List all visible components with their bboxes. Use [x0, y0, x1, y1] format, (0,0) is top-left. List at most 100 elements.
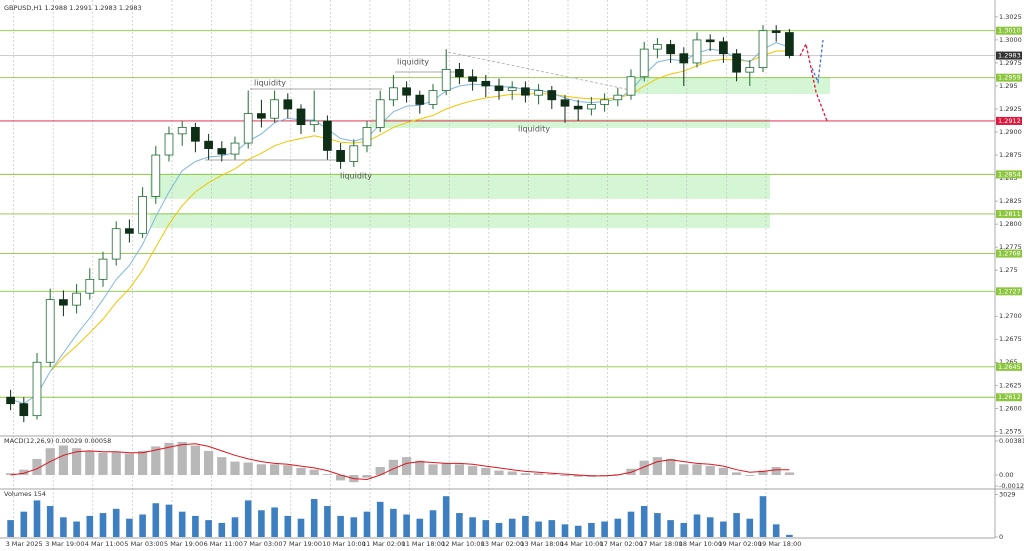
macd-bar	[217, 457, 227, 476]
candle-body	[283, 99, 293, 110]
volume-bar	[456, 513, 463, 537]
macd-bar	[190, 445, 201, 476]
macd-bar	[309, 469, 319, 476]
x-tick-label: 14 Mar 10:00	[560, 540, 603, 548]
zone	[370, 119, 770, 128]
volume-bar	[548, 520, 556, 537]
candle-body	[257, 113, 266, 119]
volume-bar	[403, 514, 410, 537]
candle-body	[719, 41, 728, 55]
volume-bar	[574, 525, 582, 537]
macd-bar	[388, 459, 399, 476]
x-tick-label: 19 Mar 18:00	[758, 540, 801, 548]
candle-body	[534, 90, 543, 96]
volume-bar	[205, 520, 212, 537]
candle-body	[125, 228, 134, 234]
drawings	[205, 39, 828, 161]
x-tick-label: 11 Mar 18:00	[402, 540, 445, 548]
candle-body	[402, 87, 411, 96]
level-label: 1.2811	[998, 210, 1021, 218]
plot	[5, 25, 795, 537]
candle-body	[362, 127, 372, 147]
y-tick-label: 1.3000	[999, 36, 1022, 44]
candle-body	[613, 94, 623, 101]
volume-bar	[192, 515, 199, 537]
macd-bar	[5, 473, 16, 476]
macd-bar	[335, 475, 346, 481]
x-tick-label: 4 Mar 11:00	[85, 540, 124, 548]
volume-bar	[390, 508, 397, 537]
volume-bar	[416, 518, 424, 537]
volume-bar	[73, 521, 80, 537]
volume-bar	[244, 500, 252, 537]
candle-body	[692, 39, 702, 64]
x-tick-label: 13 Mar 18:00	[520, 540, 563, 548]
candle-body	[111, 228, 121, 260]
volume-bar	[495, 522, 503, 537]
macd-bar	[639, 460, 649, 476]
y-tick-label: 1.2775	[999, 243, 1022, 251]
candle-body	[177, 127, 187, 135]
volume-bar	[99, 513, 107, 537]
x-tick-label: 19 Mar 02:00	[718, 540, 761, 548]
candle-body	[389, 87, 398, 101]
candle-body	[758, 30, 768, 68]
volume-bar	[20, 511, 28, 537]
macd-bar	[19, 469, 29, 476]
y-tick-label: 1.2800	[999, 220, 1022, 228]
volume-bar	[588, 522, 595, 537]
macd-bar	[230, 461, 240, 476]
x-tick-label: 17 Mar 18:00	[639, 540, 682, 548]
volume-bar	[112, 508, 120, 537]
macd-bar	[85, 450, 95, 476]
volume-bar	[614, 518, 622, 537]
y-tick-label: 1.2900	[999, 128, 1022, 136]
level-label: 1.2645	[998, 363, 1021, 371]
macd-bar	[322, 474, 333, 476]
volume-bar	[746, 518, 754, 537]
candle-body	[428, 90, 438, 105]
chart-title: GBPUSD,H1 1.2988 1.2991 1.2983 1.2983	[4, 4, 142, 12]
y-tick-label: 1.2575	[999, 427, 1022, 435]
candle-body	[507, 87, 517, 91]
level-label-box	[996, 287, 1022, 296]
level-label: 1.2612	[998, 393, 1021, 401]
macd-bar	[415, 460, 425, 476]
y-tick-label: 1.265	[999, 358, 1018, 366]
level-label: 1.2912	[998, 117, 1021, 125]
macd-bar	[137, 450, 148, 476]
volume-bar	[218, 522, 226, 537]
x-tick-label: 3 Mar 2025	[6, 540, 43, 548]
candle-body	[336, 150, 345, 162]
candle-body	[441, 68, 451, 91]
candle-body	[653, 44, 662, 50]
x-tick-label: 17 Mar 02:00	[600, 540, 643, 548]
macd-bar	[533, 473, 544, 476]
macd-bar	[98, 452, 108, 476]
volume-bar	[601, 521, 608, 537]
candle-body	[138, 196, 147, 234]
volume-bar	[680, 522, 688, 537]
zone	[630, 77, 830, 94]
volume-bar	[640, 506, 648, 537]
candle-body	[626, 76, 636, 96]
y-tick-label: 1.2625	[999, 381, 1022, 389]
moving-average	[49, 50, 790, 372]
macd-bar	[441, 463, 451, 476]
macd-bar	[679, 464, 689, 476]
moving-average	[10, 42, 790, 405]
volume-bar	[271, 507, 278, 537]
macd-bar	[428, 464, 438, 476]
y-tick-label: 1.2825	[999, 197, 1022, 205]
candle-body	[85, 278, 95, 294]
macd-bar	[771, 466, 781, 476]
candle-body	[296, 108, 306, 126]
volume-bar	[139, 514, 146, 537]
candle-body	[666, 44, 675, 55]
candle-body	[323, 120, 332, 151]
annotation: liquidity	[397, 58, 429, 67]
candle-body	[309, 120, 319, 126]
volume-bar	[469, 517, 476, 537]
candle-body	[481, 80, 491, 87]
